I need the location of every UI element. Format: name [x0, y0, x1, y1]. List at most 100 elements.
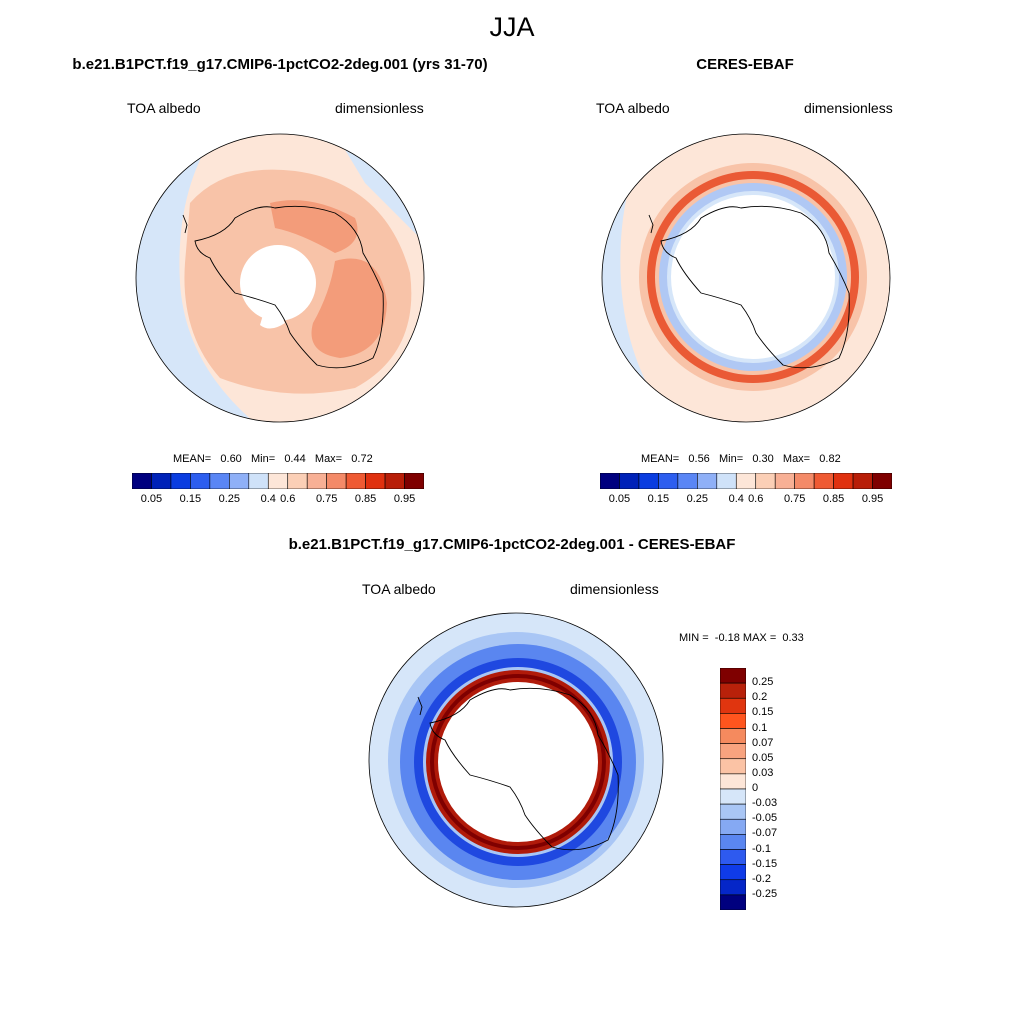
colorbar-swatch	[833, 473, 854, 489]
colorbar-swatch	[720, 728, 746, 744]
colorbar-swatch	[267, 473, 289, 489]
panel-2-colorbar	[600, 473, 892, 489]
panel-2-mean-value: 0.56	[688, 453, 710, 465]
panel-1-mean-label: MEAN=	[173, 453, 212, 465]
panel-2-min-label: Min=	[718, 453, 744, 465]
colorbar-swatch	[638, 473, 659, 489]
colorbar-swatch	[720, 803, 746, 820]
colorbar-swatch	[619, 473, 640, 489]
panel-3-max-label: MAX =	[742, 632, 777, 644]
panel-3-units: dimensionless	[570, 581, 659, 597]
panel-1-variable: TOA albedo	[127, 100, 201, 116]
panel-1-polar-missing	[240, 245, 316, 321]
colorbar-tick-label: -0.07	[752, 827, 778, 840]
colorbar-tick-label: 0.95	[861, 493, 884, 505]
colorbar-swatch	[720, 834, 746, 850]
colorbar-swatch	[306, 473, 327, 489]
panel-2-mean-label: MEAN=	[641, 453, 680, 465]
colorbar-tick-label: 0.25	[752, 676, 774, 689]
colorbar-swatch	[720, 894, 746, 910]
colorbar-tick-label: 0.2	[752, 691, 768, 704]
panel-3-polar-missing	[438, 682, 598, 842]
panel-1-south-america-tip	[182, 214, 188, 234]
colorbar-tick-label: 0.25	[686, 493, 709, 505]
panel-1-title: b.e21.B1PCT.f19_g17.CMIP6-1pctCO2-2deg.0…	[72, 56, 488, 73]
panel-1-antarctica-coastline	[194, 205, 384, 369]
panel-1-map-border	[135, 133, 425, 423]
panel-3-map-border	[368, 612, 664, 908]
colorbar-tick-label: -0.15	[752, 857, 778, 870]
panel-2-colorbar-labels: 0.05 0.15 0.25 0.4 0.6 0.75 0.85 0.95	[600, 493, 892, 509]
colorbar-tick-label: 0.07	[752, 736, 774, 749]
colorbar-swatch	[813, 473, 834, 489]
colorbar-swatch	[872, 473, 892, 489]
colorbar-swatch	[345, 473, 366, 489]
colorbar-tick-label: 0	[752, 782, 759, 794]
panel-2-south-america-tip	[648, 214, 654, 234]
colorbar-tick-label: 0.05	[608, 493, 631, 505]
panel-1-high-east-coast	[311, 258, 387, 358]
colorbar-tick-label: -0.1	[752, 842, 771, 855]
panel-2-map	[601, 133, 891, 423]
colorbar-tick-label: 0.75	[315, 493, 338, 505]
panel-2-title: CERES-EBAF	[696, 56, 794, 73]
colorbar-tick-label: -0.03	[752, 797, 778, 810]
colorbar-swatch	[794, 473, 815, 489]
colorbar-tick-label: 0.15	[647, 493, 670, 505]
colorbar-swatch	[720, 682, 746, 699]
figure-title: JJA	[489, 12, 535, 42]
panel-3-colorbar-labels: 0.25 0.2 0.15 0.1 0.07 0.05 0.03 0 -0.03 -0.05 -0.…	[750, 668, 810, 910]
panel-1-low-albedo-west	[136, 134, 255, 422]
colorbar-tick-label: 0.95	[393, 493, 416, 505]
colorbar-tick-label: 0.4	[260, 493, 276, 505]
colorbar-swatch	[404, 473, 424, 489]
colorbar-swatch	[720, 668, 746, 684]
panel-3-antarctica-coastline	[429, 687, 619, 851]
colorbar-tick-label: 0.4	[728, 493, 744, 505]
panel-3-stats: MIN = -0.18 MAX = 0.33	[679, 632, 804, 644]
panel-2-polar-missing	[671, 195, 835, 359]
colorbar-swatch	[365, 473, 386, 489]
colorbar-tick-label: 0.6	[280, 493, 296, 505]
colorbar-swatch	[132, 473, 152, 489]
colorbar-swatch	[720, 697, 746, 714]
panel-3-min-label: MIN =	[679, 632, 709, 644]
colorbar-swatch	[697, 473, 718, 489]
colorbar-tick-label: 0.05	[752, 751, 774, 764]
colorbar-tick-label: 0.25	[218, 493, 241, 505]
panel-2-stats: MEAN= 0.56 Min= 0.30 Max= 0.82	[641, 453, 841, 465]
colorbar-swatch	[720, 849, 746, 865]
colorbar-swatch	[600, 473, 620, 489]
colorbar-swatch	[720, 758, 746, 775]
panel-1-units: dimensionless	[335, 100, 424, 116]
colorbar-tick-label: 0.1	[752, 721, 768, 734]
colorbar-tick-label: 0.15	[179, 493, 202, 505]
panel-3-variable: TOA albedo	[362, 581, 436, 597]
panel-1-colorbar-labels: 0.05 0.15 0.25 0.4 0.6 0.75 0.85 0.95	[132, 493, 424, 509]
panel-2-min-value: 0.30	[752, 453, 774, 465]
colorbar-tick-label: -0.05	[752, 812, 778, 825]
colorbar-swatch	[774, 473, 795, 489]
colorbar-swatch	[720, 743, 746, 760]
colorbar-swatch	[248, 473, 269, 489]
colorbar-swatch	[720, 773, 746, 790]
panel-1-stats: MEAN= 0.60 Min= 0.44 Max= 0.72	[173, 453, 373, 465]
colorbar-tick-label: 0.6	[748, 493, 764, 505]
panel-2-max-label: Max=	[782, 453, 811, 465]
panel-1-min-value: 0.44	[284, 453, 306, 465]
colorbar-swatch	[170, 473, 191, 489]
panel-1-map	[135, 133, 425, 423]
colorbar-tick-label: -0.2	[752, 872, 771, 885]
colorbar-swatch	[852, 473, 873, 489]
colorbar-swatch	[720, 713, 746, 729]
panel-2-max-value: 0.82	[819, 453, 841, 465]
panel-3-max-value: 0.33	[782, 632, 804, 644]
colorbar-swatch	[720, 864, 746, 881]
colorbar-swatch	[677, 473, 698, 489]
panel-1-colorbar	[132, 473, 424, 489]
colorbar-swatch	[735, 473, 757, 489]
colorbar-swatch	[209, 473, 230, 489]
colorbar-swatch	[716, 473, 737, 489]
panel-3-title: b.e21.B1PCT.f19_g17.CMIP6-1pctCO2-2deg.0…	[288, 536, 736, 553]
colorbar-swatch	[720, 818, 746, 835]
